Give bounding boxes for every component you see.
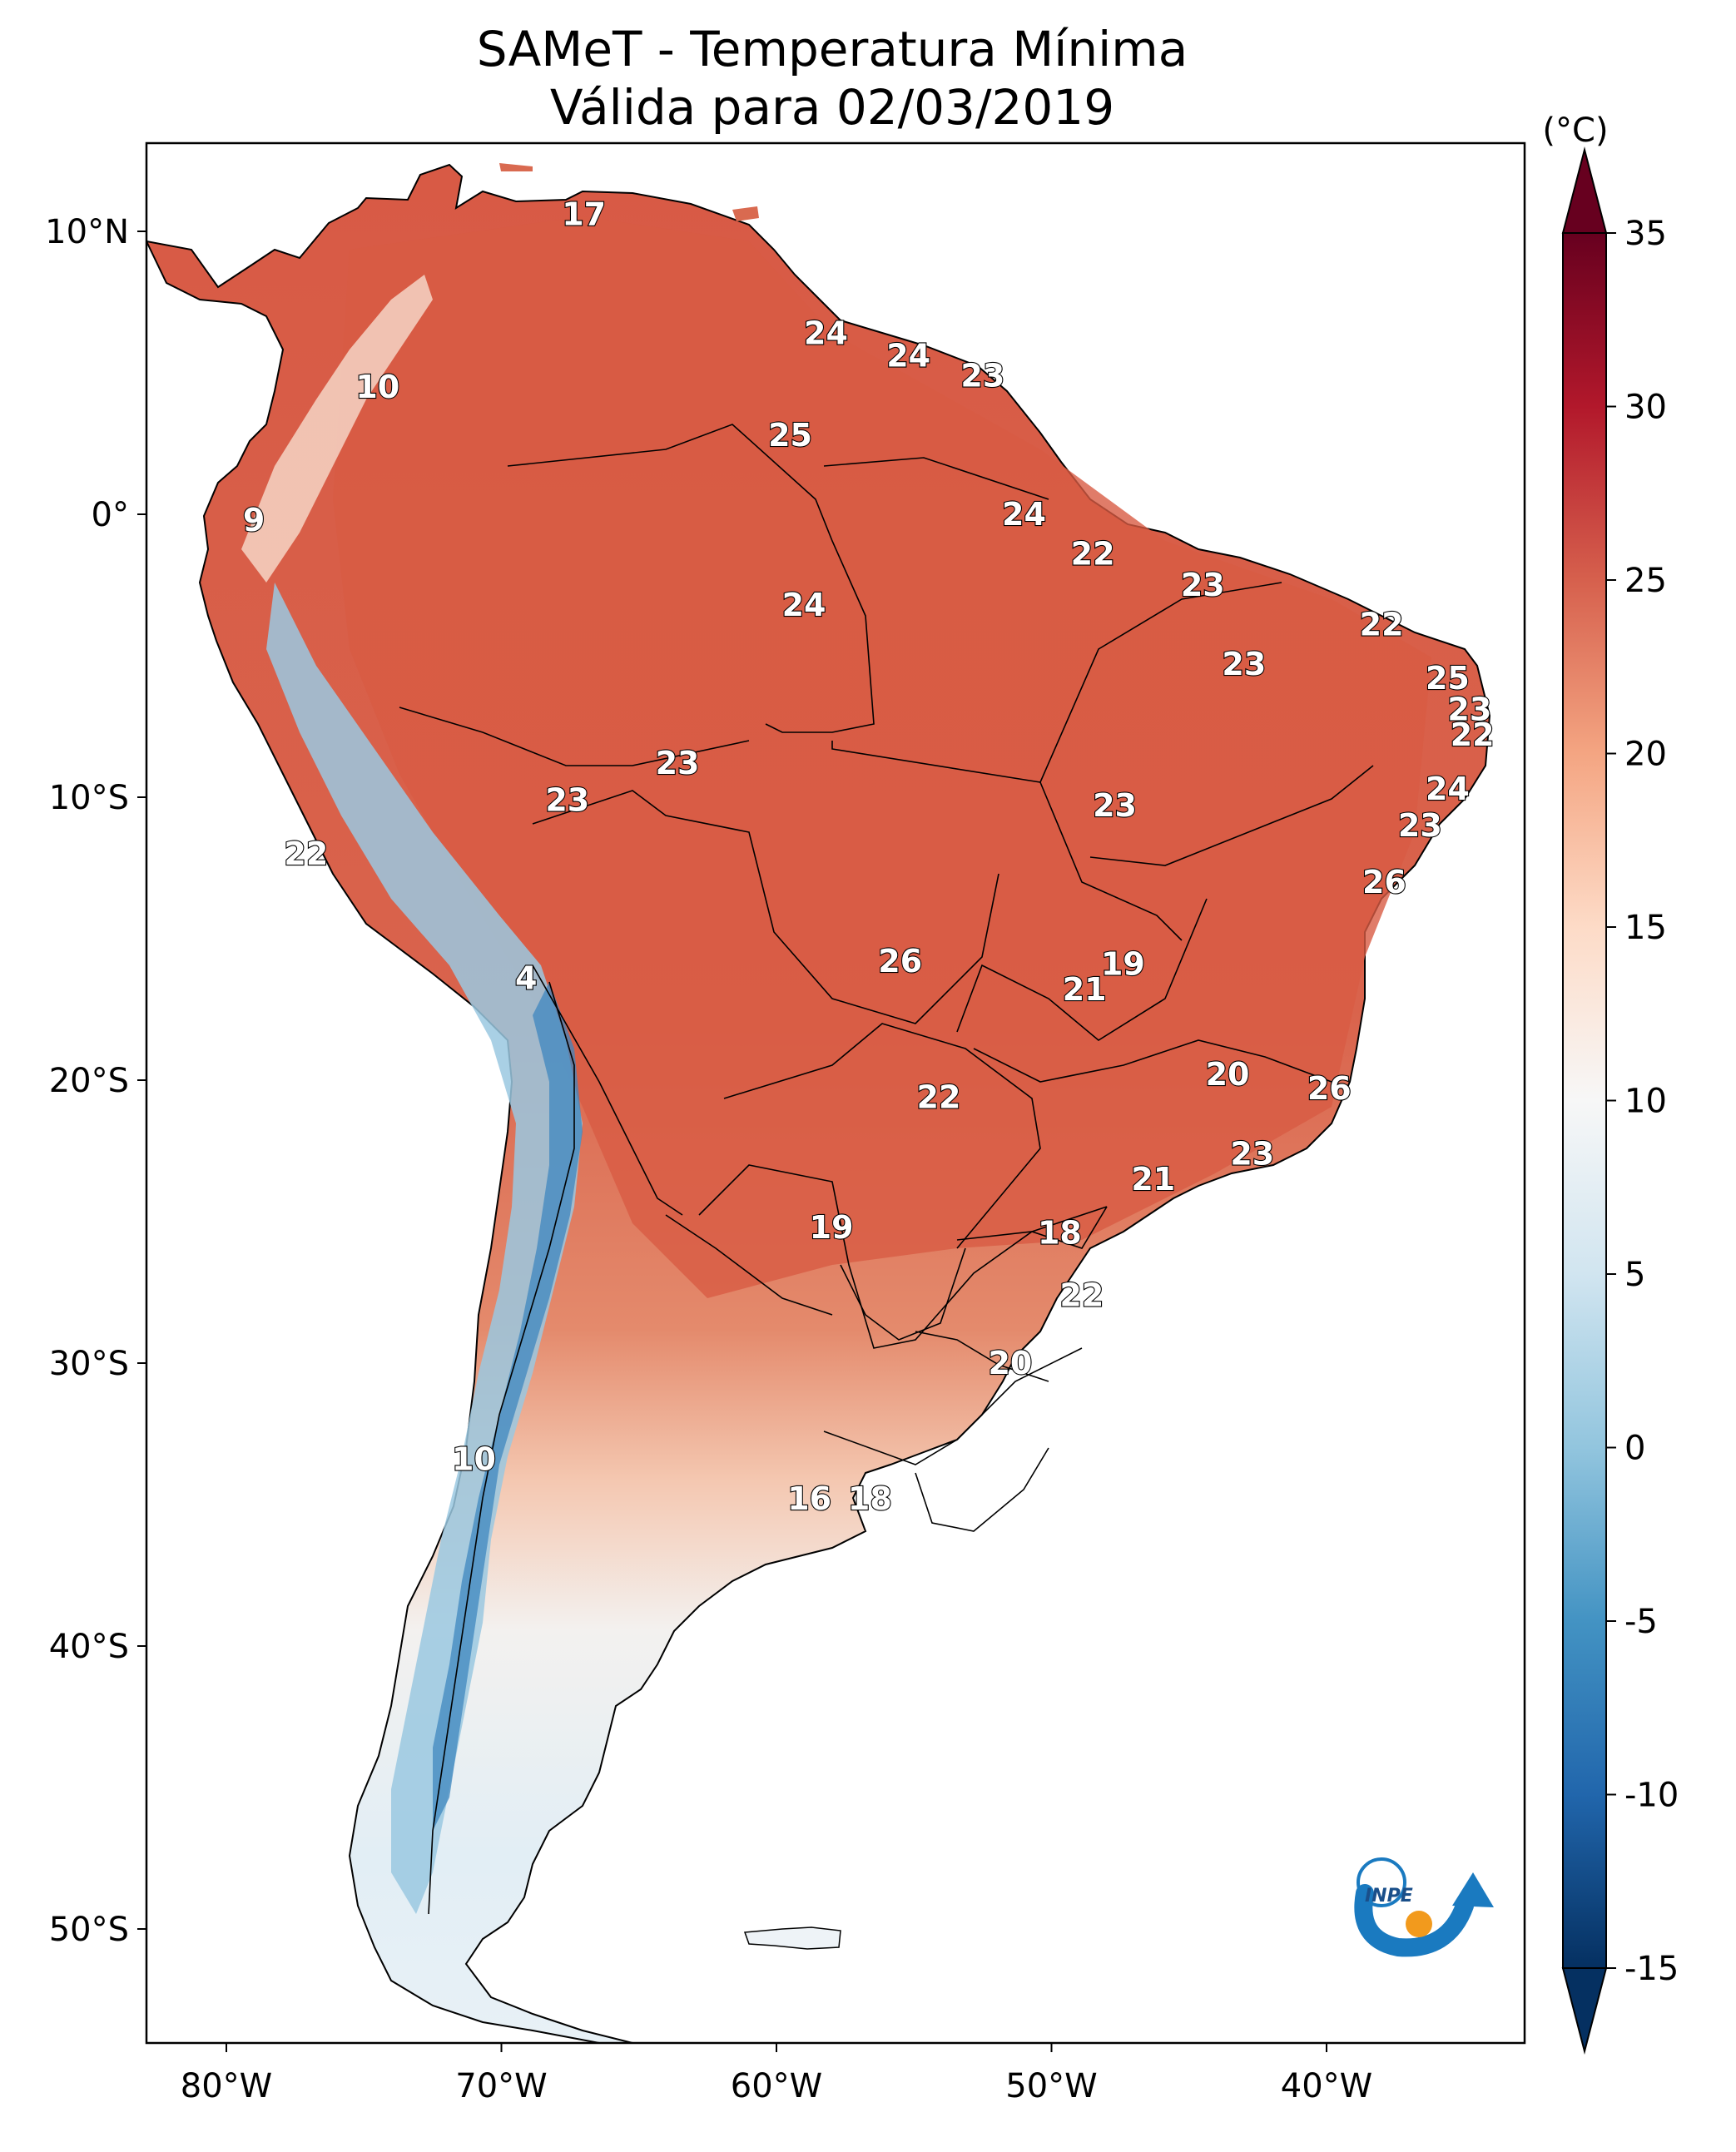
temperature-label: 22: [1071, 536, 1115, 573]
temperature-label: 16: [787, 1480, 831, 1517]
longitude-tick-label: 70°W: [455, 2067, 547, 2105]
longitude-tick-label: 60°W: [731, 2067, 822, 2105]
colorbar-bar: [1562, 232, 1607, 1969]
caribbean-islands: [499, 163, 759, 221]
colorbar-tick-label: 30: [1624, 389, 1667, 427]
longitude-tick-label: 50°W: [1005, 2067, 1097, 2105]
colorbar-tick-label: -15: [1624, 1950, 1679, 1988]
inpe-logo: INPE: [1354, 1857, 1494, 1957]
temperature-label: 24: [886, 338, 930, 374]
temperature-label: 23: [1230, 1135, 1274, 1172]
temperature-label: 20: [1206, 1056, 1250, 1093]
political-borders: [399, 424, 1374, 1915]
temperature-label: 9: [243, 502, 265, 538]
colorbar-tick-label: 35: [1624, 215, 1667, 253]
temperature-label: 26: [1307, 1070, 1352, 1107]
latitude-tick-label: 50°S: [49, 1911, 129, 1949]
latitude-ticks: 10°N 0° 10°S 20°S 30°S 40°S 50°S: [45, 213, 146, 1949]
inpe-logo-dot: [1406, 1911, 1432, 1937]
temperature-label: 23: [1447, 692, 1491, 728]
longitude-ticks: 80°W 70°W 60°W 50°W 40°W: [181, 2043, 1372, 2105]
temperature-label: 24: [1426, 771, 1470, 807]
andes-cold-band: [266, 583, 583, 1914]
temperature-label: 23: [656, 745, 700, 781]
temperature-label: 23: [1093, 787, 1137, 824]
temperature-label: 18: [848, 1480, 892, 1517]
colorbar-tick-label: -10: [1624, 1777, 1679, 1815]
colorbar-tick-label: -5: [1624, 1603, 1658, 1641]
temperature-label: 26: [878, 943, 922, 979]
map-subtitle: Válida para 02/03/2019: [549, 79, 1115, 136]
colorbar-top-extend: [1561, 146, 1608, 234]
temperature-label: 24: [782, 587, 826, 623]
temperature-label: 22: [1059, 1277, 1104, 1313]
falkland-islands: [743, 1926, 841, 1950]
longitude-tick-label: 40°W: [1281, 2067, 1372, 2105]
temperature-label: 23: [545, 781, 589, 818]
temperature-label: 24: [1002, 496, 1046, 533]
inpe-logo-arrow: [1452, 1872, 1494, 1907]
colorbar-tick-label: 15: [1624, 909, 1667, 947]
temperature-label: 22: [1360, 607, 1404, 643]
colorbar-unit: (°C): [1542, 112, 1608, 150]
latitude-tick-label: 10°N: [45, 213, 129, 251]
colorbar-tick-label: 25: [1624, 562, 1667, 600]
latitude-tick-label: 30°S: [49, 1345, 129, 1383]
temperature-label: 10: [452, 1441, 496, 1478]
temperature-label: 19: [1101, 946, 1145, 983]
colorbar-tick-label: 20: [1624, 736, 1667, 774]
temperature-label: 26: [1362, 864, 1406, 900]
colorbar: (°C) 35 30 25 20 15 10 5 0 -5 -10 -15: [1542, 112, 1679, 2055]
map-title: SAMeT - Temperatura Mínima: [476, 21, 1188, 77]
temperature-label: 23: [1398, 807, 1442, 844]
temperature-label: 24: [804, 315, 848, 351]
inpe-logo-text: INPE: [1365, 1886, 1413, 1907]
colorbar-tick-label: 5: [1624, 1256, 1645, 1294]
latitude-tick-label: 10°S: [49, 779, 129, 817]
latitude-tick-label: 0°: [92, 496, 129, 534]
map-frame: [145, 141, 1526, 2045]
temperature-label: 21: [1063, 971, 1107, 1008]
temperature-label: 20: [988, 1345, 1032, 1381]
temperature-label: 22: [284, 836, 328, 872]
temperature-label: 18: [1038, 1215, 1082, 1252]
colorbar-ticks: 35 30 25 20 15 10 5 0 -5 -10 -15: [1606, 215, 1679, 1988]
temperature-label: 17: [562, 196, 606, 233]
temperature-label: 21: [1131, 1161, 1175, 1197]
andes-core: [433, 982, 583, 1831]
temperature-label: 23: [1222, 646, 1266, 682]
temperature-label: 25: [768, 417, 812, 454]
temperature-label: 4: [515, 960, 537, 997]
temperature-label: 25: [1426, 660, 1470, 697]
temperature-label: 22: [1451, 717, 1495, 753]
temperature-label: 10: [355, 369, 399, 405]
latitude-tick-label: 40°S: [49, 1628, 129, 1666]
colorbar-tick-label: 10: [1624, 1083, 1667, 1121]
latitude-tick-label: 20°S: [49, 1062, 129, 1100]
temperature-label: 23: [960, 357, 1004, 394]
temperature-label: 22: [917, 1078, 961, 1115]
longitude-tick-label: 80°W: [181, 2067, 272, 2105]
inpe-logo-arc: [1354, 1884, 1474, 1957]
colorbar-tick-label: 0: [1624, 1430, 1645, 1468]
temperature-label: 19: [810, 1209, 854, 1246]
colorbar-bottom-extend: [1561, 1967, 1608, 2055]
temperature-label: 23: [1181, 567, 1225, 603]
colombia-andes: [241, 275, 433, 583]
inpe-logo-ring: [1357, 1857, 1406, 1907]
